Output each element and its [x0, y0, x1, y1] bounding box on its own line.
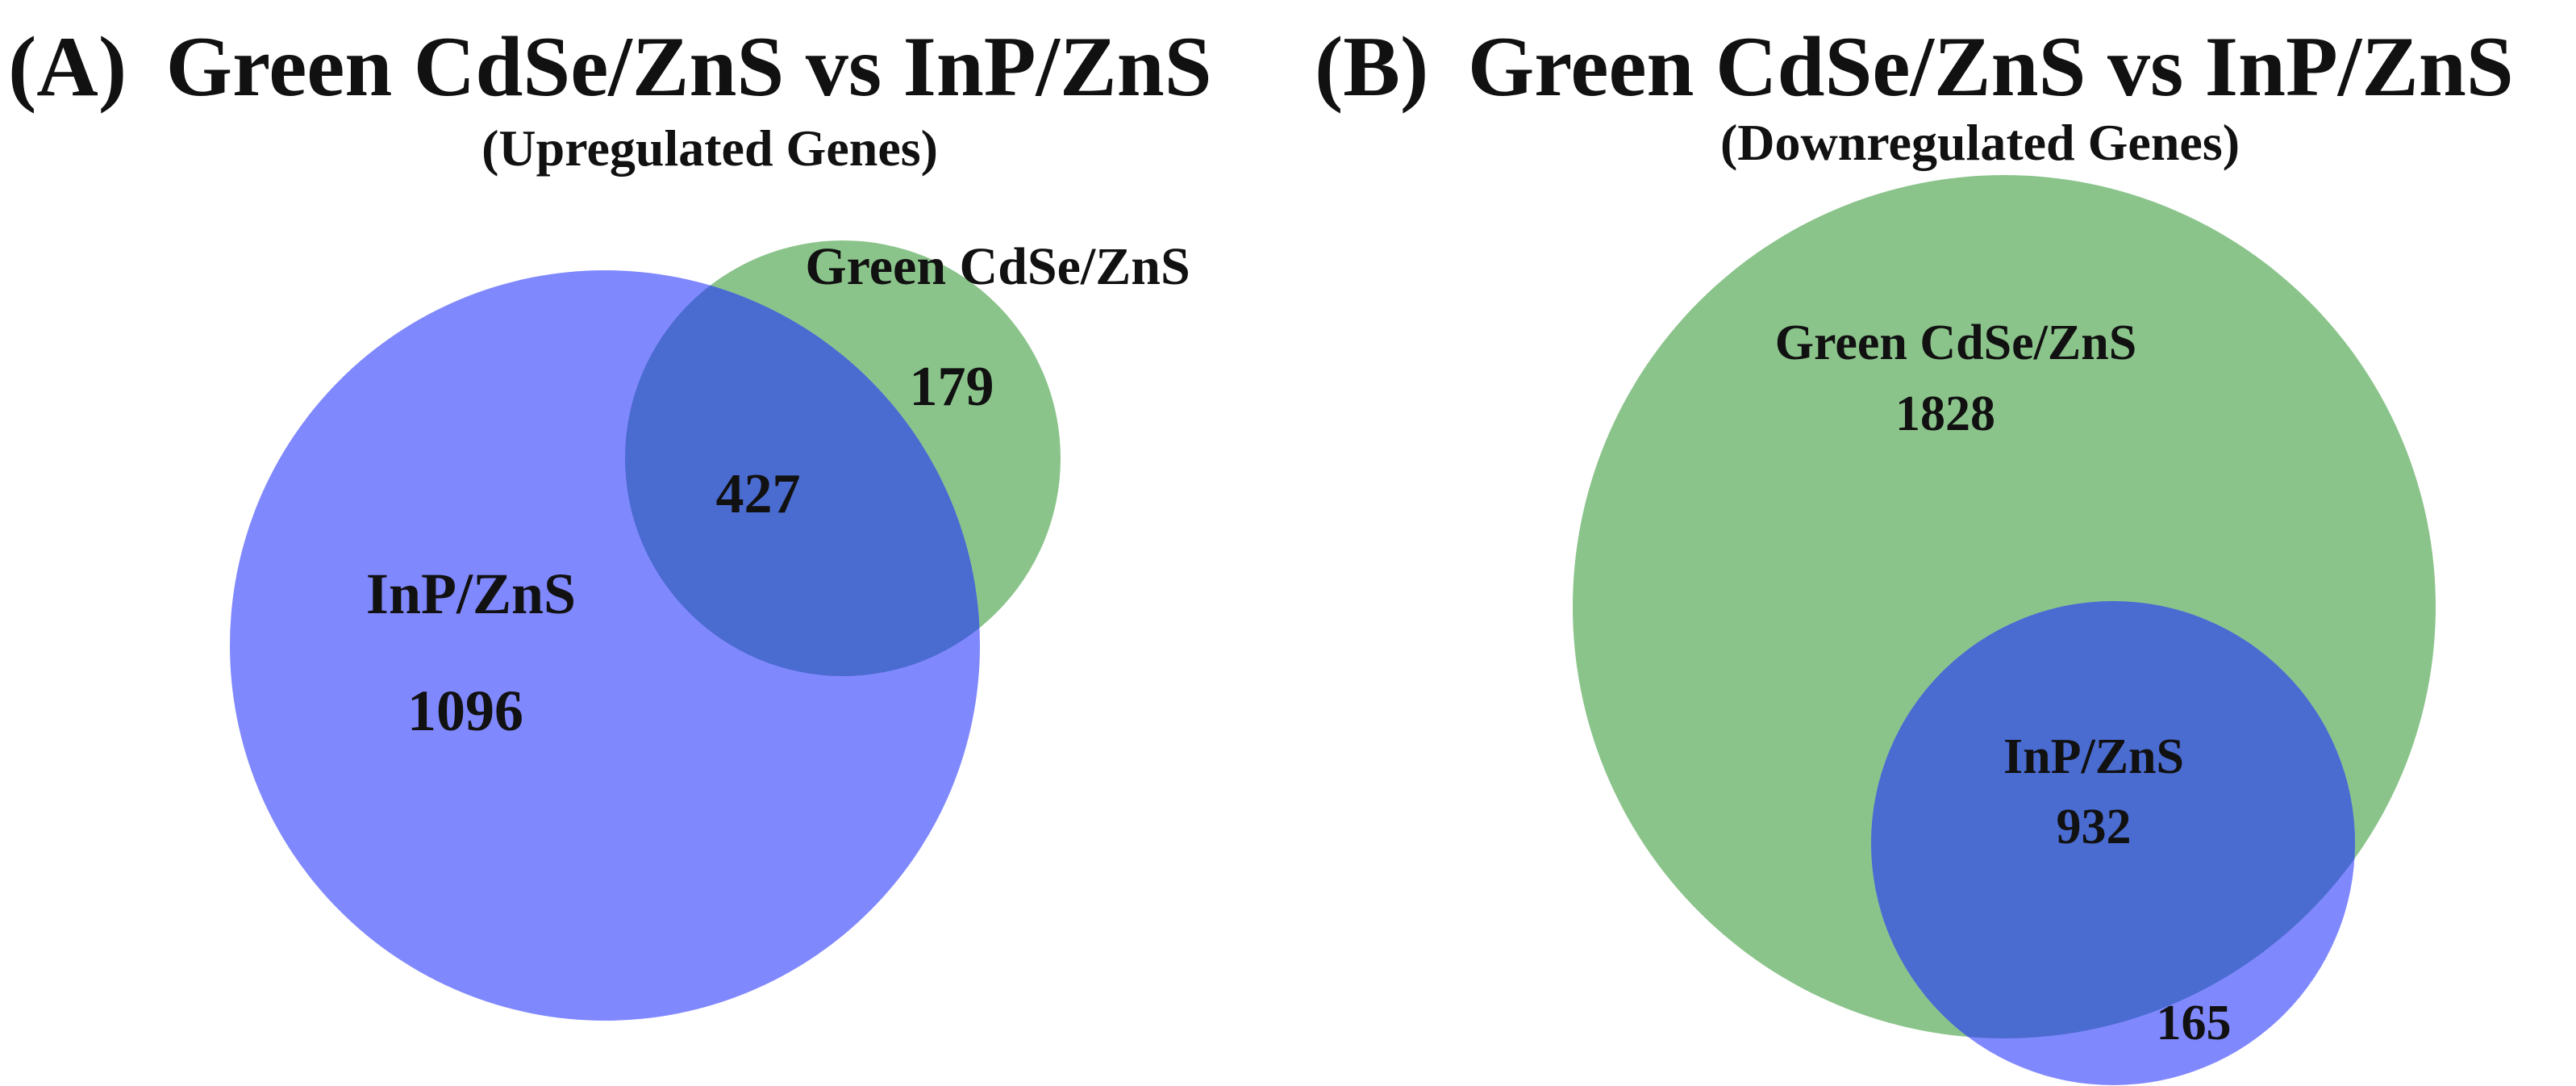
panel-a-green-cdse-count: 179: [910, 356, 994, 418]
panel-a-inp-count: 1096: [407, 679, 523, 743]
panel-a-green-cdse-label: Green CdSe/ZnS: [805, 237, 1190, 296]
panel-a-overlap-region: [625, 270, 980, 676]
panel-b-green-cdse-count: 1828: [1895, 386, 1995, 441]
panel-b-intersection-count: 932: [2057, 800, 2132, 854]
panel-b-title-text: Green CdSe/ZnS vs InP/ZnS: [1468, 19, 2514, 114]
panel-b-inp-label-text: InP/ZnS: [2003, 729, 2184, 784]
panel-a-title-text: Green CdSe/ZnS vs InP/ZnS: [166, 19, 1212, 114]
panel-b-inp-count: 165: [2157, 996, 2232, 1050]
panel-a-title: (A) Green CdSe/ZnS vs InP/ZnS: [8, 19, 1212, 114]
panel-a-inp-label: InP/ZnS: [366, 562, 576, 626]
panel-b: (B) Green CdSe/ZnS vs InP/ZnS (Downregul…: [1315, 19, 2514, 1085]
panel-b-label: (B): [1315, 19, 1428, 114]
panel-b-overlap-region: [1871, 601, 2355, 1038]
panel-a: (A) Green CdSe/ZnS vs InP/ZnS (Upregulat…: [8, 19, 1212, 1021]
panel-b-title: (B) Green CdSe/ZnS vs InP/ZnS: [1315, 19, 2514, 114]
panel-a-subtitle: (Upregulated Genes): [481, 119, 938, 177]
panel-b-green-cdse-label: Green CdSe/ZnS: [1775, 315, 2136, 370]
panel-b-inp-label: InP/ZnS: [2003, 729, 2184, 784]
panel-a-label: (A): [8, 19, 127, 114]
panel-a-intersection-count: 427: [716, 463, 801, 525]
panel-b-subtitle: (Downregulated Genes): [1720, 114, 2240, 171]
